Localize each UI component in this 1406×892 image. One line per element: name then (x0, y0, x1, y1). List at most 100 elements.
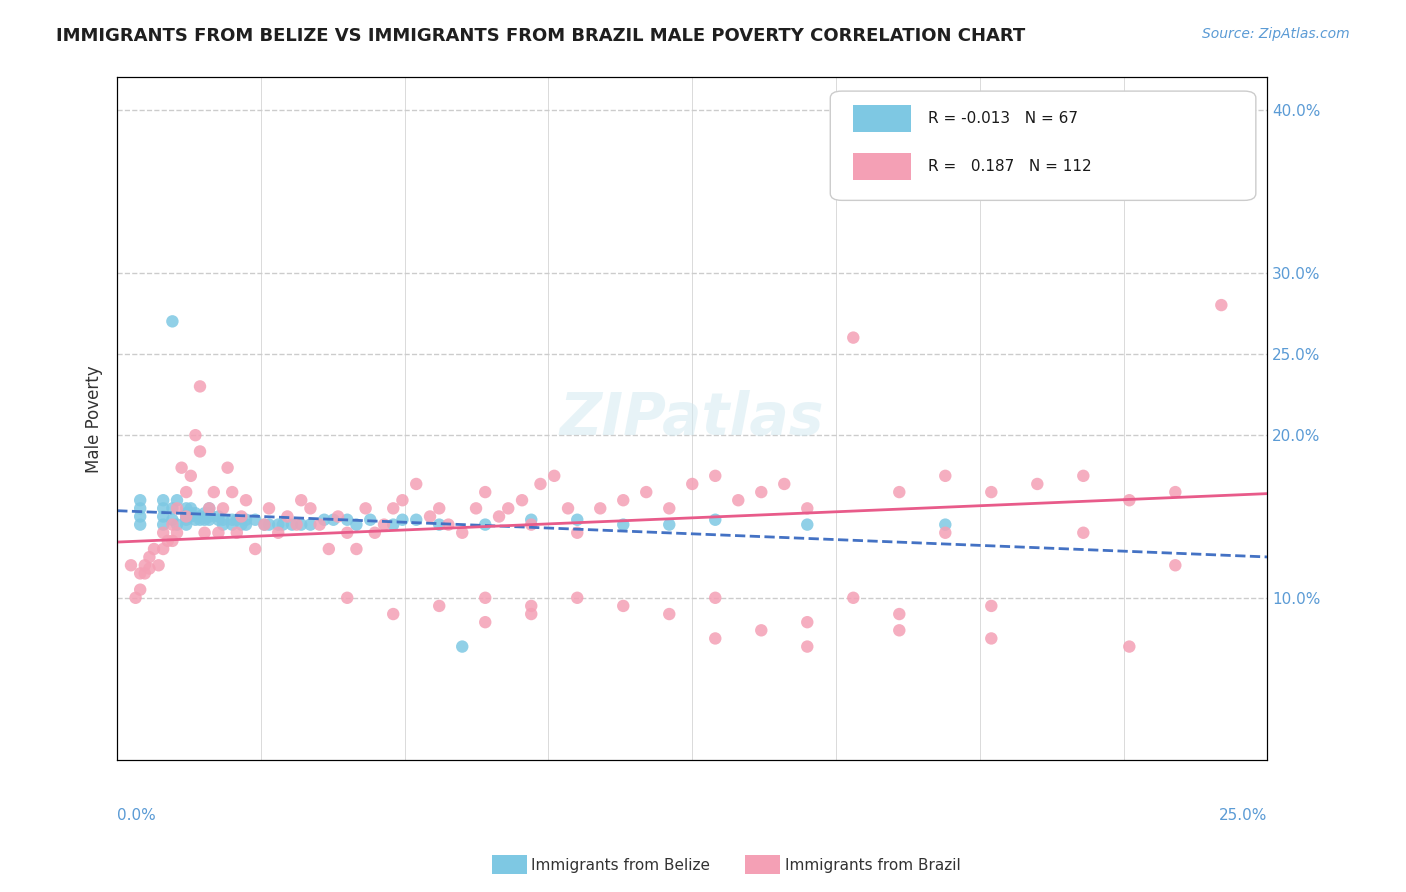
Point (276, 509, 298, 524)
Point (138, 561, 160, 575)
Text: ZIPatlas: ZIPatlas (560, 391, 824, 448)
Point (373, 517, 395, 532)
Point (889, 607, 911, 621)
Point (749, 485, 772, 500)
Point (129, 501, 152, 516)
Point (419, 509, 441, 524)
Point (520, 607, 543, 621)
Point (889, 624, 911, 638)
Point (318, 541, 340, 556)
FancyBboxPatch shape (831, 91, 1256, 201)
Point (796, 640, 818, 654)
Point (253, 517, 276, 532)
Point (364, 525, 387, 540)
Text: Source: ZipAtlas.com: Source: ZipAtlas.com (1202, 27, 1350, 41)
Point (1118, 640, 1140, 654)
Point (180, 506, 202, 520)
Point (382, 607, 405, 621)
Point (129, 509, 152, 524)
Point (235, 517, 257, 532)
Point (391, 493, 413, 508)
Point (271, 517, 294, 532)
Point (235, 493, 257, 508)
Point (174, 509, 197, 524)
Point (520, 517, 543, 532)
Point (198, 501, 221, 516)
Point (198, 509, 221, 524)
FancyBboxPatch shape (853, 153, 911, 180)
Text: 0.0%: 0.0% (117, 808, 156, 823)
Point (382, 517, 405, 532)
Point (543, 468, 565, 483)
Point (184, 428, 207, 442)
Point (567, 525, 589, 540)
Point (727, 493, 749, 508)
Point (257, 501, 280, 516)
Point (749, 624, 772, 638)
Point (704, 513, 727, 527)
Point (980, 599, 1002, 613)
Point (773, 477, 796, 491)
Point (188, 513, 211, 527)
Point (184, 513, 207, 527)
Point (180, 509, 202, 524)
Point (212, 501, 235, 516)
Point (245, 513, 267, 527)
Point (299, 501, 322, 516)
Point (290, 493, 312, 508)
Point (202, 485, 225, 500)
Point (152, 493, 174, 508)
Point (207, 509, 229, 524)
Point (1395, 184, 1406, 198)
Point (980, 485, 1002, 500)
Point (188, 379, 211, 393)
Point (174, 506, 197, 520)
Point (174, 513, 197, 527)
Point (336, 513, 359, 527)
Point (308, 517, 330, 532)
Point (704, 591, 727, 605)
Point (207, 513, 229, 527)
Point (152, 501, 174, 516)
Point (842, 330, 865, 344)
Point (510, 493, 533, 508)
Point (889, 485, 911, 500)
Point (198, 513, 221, 527)
Text: Immigrants from Brazil: Immigrants from Brazil (785, 858, 960, 872)
Point (129, 566, 152, 581)
Point (129, 517, 152, 532)
Point (156, 533, 179, 548)
Point (129, 493, 152, 508)
Text: IMMIGRANTS FROM BELIZE VS IMMIGRANTS FROM BRAZIL MALE POVERTY CORRELATION CHART: IMMIGRANTS FROM BELIZE VS IMMIGRANTS FRO… (56, 27, 1025, 45)
Point (359, 513, 381, 527)
Point (520, 599, 543, 613)
Point (796, 501, 818, 516)
Point (589, 501, 612, 516)
Point (134, 558, 156, 573)
Point (212, 513, 235, 527)
Point (474, 591, 496, 605)
Point (124, 591, 146, 605)
Y-axis label: Male Poverty: Male Poverty (86, 365, 103, 473)
Point (405, 477, 427, 491)
Point (557, 501, 579, 516)
Point (152, 517, 174, 532)
Point (194, 506, 217, 520)
Point (1071, 468, 1094, 483)
Point (405, 513, 427, 527)
Point (658, 607, 681, 621)
Point (267, 517, 290, 532)
Point (681, 477, 703, 491)
Point (1118, 493, 1140, 508)
Point (166, 517, 188, 532)
Text: 25.0%: 25.0% (1219, 808, 1267, 823)
Point (152, 541, 174, 556)
Point (488, 509, 510, 524)
Point (704, 468, 727, 483)
Point (162, 501, 184, 516)
Point (612, 517, 634, 532)
Point (217, 460, 239, 475)
Point (138, 550, 160, 565)
Point (465, 501, 488, 516)
Point (612, 599, 634, 613)
